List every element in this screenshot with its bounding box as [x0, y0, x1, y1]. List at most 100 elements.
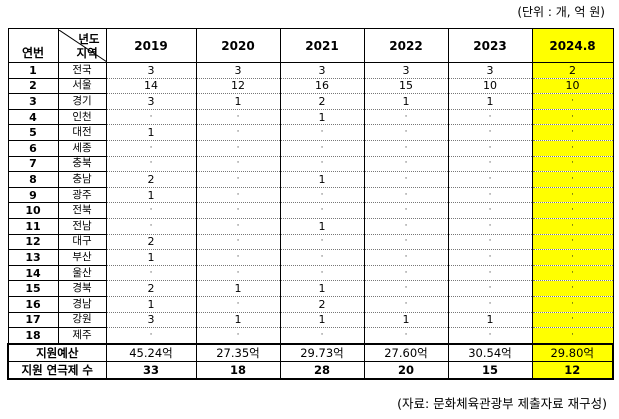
- festival-count-cell: ·: [195, 124, 281, 141]
- festival-count-cell: 1: [195, 280, 281, 297]
- festival-count-cell: 2: [105, 171, 197, 188]
- region-name: 경기: [57, 93, 107, 110]
- festival-count-cell: ·: [363, 233, 449, 251]
- diagonal-divider: [59, 29, 105, 62]
- row-number: 1: [7, 62, 59, 79]
- festival-count-row: 지원 연극제 수 33 18 28 20 15 12: [7, 360, 614, 380]
- year-header-2024-8: 2024.8: [531, 28, 614, 63]
- festival-count-cell: 3: [105, 62, 197, 79]
- region-name: 경북: [57, 280, 107, 297]
- festival-count-value: 18: [195, 360, 281, 380]
- festival-count-cell: ·: [363, 264, 449, 282]
- festival-count-value-highlight: 12: [531, 360, 614, 380]
- budget-row: 지원예산 45.24억 27.35억 29.73억 27.60억 30.54억 …: [7, 342, 614, 362]
- festival-count-cell: ·: [363, 108, 449, 126]
- festival-count-cell: 1: [363, 311, 449, 329]
- year-header-2019: 2019: [105, 28, 197, 63]
- festival-count-cell: ·: [105, 108, 197, 126]
- festival-support-table-wrap: 연번 년도 지역 2019 2020 2021 2022 2023 2024.8…: [7, 28, 614, 380]
- festival-count-cell: ·: [447, 327, 533, 345]
- row-number: 17: [7, 311, 59, 329]
- festival-count-cell: ·: [447, 295, 533, 313]
- festival-count-cell: ·: [363, 171, 449, 188]
- festival-count-cell: ·: [195, 264, 281, 282]
- festival-count-cell: ·: [279, 202, 365, 219]
- serial-header: 연번: [7, 28, 59, 63]
- festival-count-cell: ·: [531, 124, 614, 141]
- festival-count-cell: ·: [195, 171, 281, 188]
- festival-count-cell: ·: [279, 327, 365, 345]
- row-number: 12: [7, 233, 59, 251]
- festival-count-cell: ·: [531, 280, 614, 297]
- row-number: 11: [7, 217, 59, 235]
- festival-count-cell: ·: [531, 202, 614, 219]
- region-name: 강원: [57, 311, 107, 329]
- festival-count-cell: ·: [105, 202, 197, 219]
- festival-count-value: 15: [447, 360, 533, 380]
- row-number: 18: [7, 327, 59, 345]
- festival-count-cell: ·: [363, 217, 449, 235]
- year-header-2020: 2020: [195, 28, 281, 63]
- festival-count-cell: ·: [531, 93, 614, 110]
- table-row: 17 강원 3 1 1 1 1 ·: [7, 311, 614, 329]
- festival-count-cell: ·: [363, 327, 449, 345]
- row-number: 4: [7, 108, 59, 126]
- region-name: 충남: [57, 171, 107, 188]
- festival-count-cell: 15: [363, 77, 449, 95]
- festival-count-cell: 3: [105, 311, 197, 329]
- festival-count-cell: ·: [447, 155, 533, 173]
- festival-count-value: 28: [279, 360, 365, 380]
- row-number: 9: [7, 186, 59, 204]
- festival-count-cell: ·: [531, 171, 614, 188]
- table-row: 18 제주 · · · · · ·: [7, 327, 614, 345]
- festival-count-cell: ·: [531, 217, 614, 235]
- festival-count-cell: ·: [531, 249, 614, 266]
- festival-count-cell: ·: [195, 233, 281, 251]
- table-row: 11 전남 · · 1 · · ·: [7, 217, 614, 235]
- festival-count-cell: ·: [363, 295, 449, 313]
- table-row: 9 광주 1 · · · · ·: [7, 186, 614, 204]
- festival-count-cell: ·: [195, 155, 281, 173]
- region-name: 전국: [57, 62, 107, 79]
- table-body: 1 전국 3 3 3 3 3 2 2 서울 14 12 16 15 10 10 3 경기 3 1 2 1 1 · 4 인천 · · 1 ·…: [7, 62, 614, 345]
- festival-count-cell: ·: [363, 186, 449, 204]
- region-name: 경남: [57, 295, 107, 313]
- festival-count-cell: ·: [531, 233, 614, 251]
- row-number: 5: [7, 124, 59, 141]
- festival-count-cell: ·: [363, 124, 449, 141]
- table-row: 15 경북 2 1 1 · · ·: [7, 280, 614, 297]
- festival-count-cell: ·: [531, 327, 614, 345]
- row-number: 10: [7, 202, 59, 219]
- festival-count-cell: 1: [279, 280, 365, 297]
- table-row: 16 경남 1 · 2 · · ·: [7, 295, 614, 313]
- row-number: 16: [7, 295, 59, 313]
- table-row: 5 대전 1 · · · · ·: [7, 124, 614, 141]
- festival-count-cell: 12: [195, 77, 281, 95]
- festival-count-cell: ·: [279, 155, 365, 173]
- festival-count-cell: ·: [447, 139, 533, 157]
- region-name: 제주: [57, 327, 107, 345]
- festival-count-cell: ·: [105, 217, 197, 235]
- festival-count-cell: 1: [105, 295, 197, 313]
- festival-count-cell: ·: [531, 264, 614, 282]
- festival-count-cell: 2: [279, 93, 365, 110]
- region-name: 전북: [57, 202, 107, 219]
- row-number: 14: [7, 264, 59, 282]
- festival-count-value: 20: [363, 360, 449, 380]
- table-row: 2 서울 14 12 16 15 10 10: [7, 77, 614, 95]
- unit-note: (단위 : 개, 억 원): [517, 5, 605, 19]
- year-header-2022: 2022: [363, 28, 449, 63]
- festival-count-cell: 1: [447, 311, 533, 329]
- festival-count-cell: 16: [279, 77, 365, 95]
- year-header-2023: 2023: [447, 28, 533, 63]
- festival-count-value: 33: [105, 360, 197, 380]
- festival-count-cell: 3: [279, 62, 365, 79]
- festival-count-cell: ·: [531, 108, 614, 126]
- festival-count-cell: ·: [195, 139, 281, 157]
- table-row: 12 대구 2 · · · · ·: [7, 233, 614, 251]
- row-number: 6: [7, 139, 59, 157]
- table-row: 14 울산 · · · · · ·: [7, 264, 614, 282]
- row-number: 3: [7, 93, 59, 110]
- festival-count-cell: ·: [531, 295, 614, 313]
- row-number: 8: [7, 171, 59, 188]
